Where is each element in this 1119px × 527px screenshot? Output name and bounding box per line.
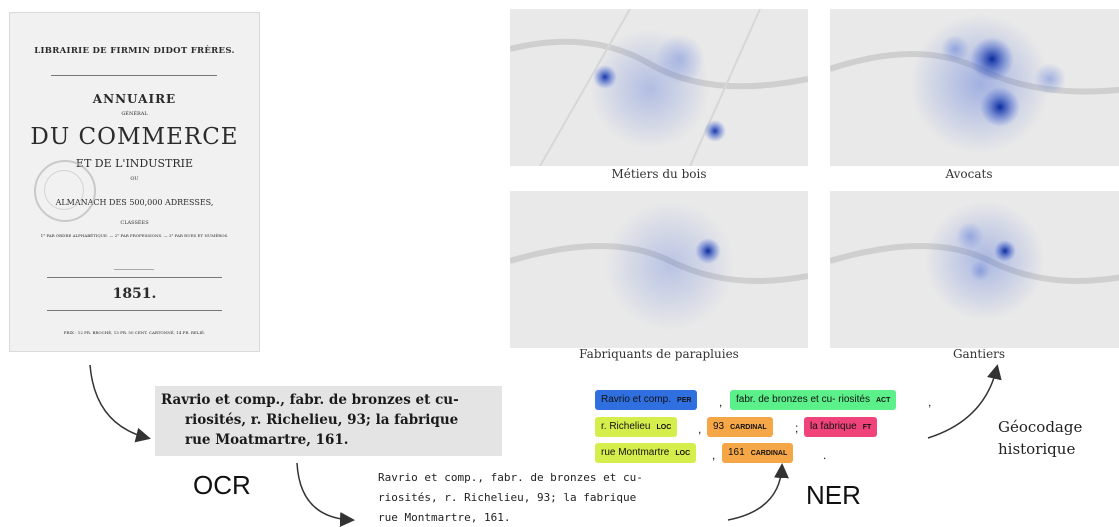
cover-order: 1° PAR ORDRE ALPHABÉTIQUE. — 2° PAR PROF… (40, 233, 229, 238)
ner-tag-ft: la fabrique FT (804, 417, 878, 437)
ner-tag-loc-text: r. Richelieu (601, 421, 651, 432)
heatmap-gantiers (830, 191, 1119, 348)
ner-separator: . (823, 448, 827, 462)
ocr-source-line-3: rue Moatmartre, 161. (185, 432, 349, 448)
ner-tag-loc-2-text: rue Montmartre (601, 447, 670, 458)
ner-tag-ft-text: la fabrique (810, 421, 857, 432)
ner-tag-cardinal-2-label: CARDINAL (750, 450, 788, 457)
arrow-ner-to-maps (927, 364, 1002, 439)
ner-separator: , (698, 422, 702, 436)
ner-tag-act-label: ACT (875, 397, 891, 404)
cover-rule (51, 75, 217, 76)
ner-tag-act-text: fabr. de bronzes et cu- riosités (736, 394, 870, 405)
heatmap-avocats (830, 9, 1119, 166)
ner-tag-act: fabr. de bronzes et cu- riosités ACT (730, 390, 897, 410)
cover-rule-2 (47, 277, 222, 278)
ocr-output-line-2: riosités, r. Richelieu, 93; la fabrique (378, 491, 637, 504)
ner-tag-per-label: PER (677, 397, 692, 404)
ocr-source-snippet: Ravrio et comp., fabr. de bronzes et cu-… (155, 386, 502, 456)
ner-tag-cardinal-text: 93 (713, 421, 725, 432)
label-ocr: OCR (193, 470, 251, 500)
ner-tag-cardinal-label: CARDINAL (730, 424, 767, 431)
ner-separator: , (719, 395, 723, 409)
ocr-source-line-1: Ravrio et comp., fabr. de bronzes et cu- (161, 392, 459, 408)
cover-ou: OU (130, 176, 139, 182)
ner-separator: , (928, 395, 932, 409)
ner-tag-per-text: Ravrio et comp. (601, 394, 672, 405)
cover-title-annuaire: ANNUAIRE (92, 92, 177, 106)
ner-tag-per: Ravrio et comp. PER (595, 390, 698, 410)
ner-tag-cardinal-2: 161 CARDINAL (722, 443, 794, 463)
cover-industrie: ET DE L'INDUSTRIE (75, 157, 194, 170)
heatmap-parapluies (510, 191, 808, 348)
cover-publisher: LIBRAIRIE DE FIRMIN DIDOT FRÈRES. (34, 46, 235, 56)
cover-rule-3 (47, 310, 222, 311)
cover-title-commerce: DU COMMERCE (30, 124, 239, 150)
label-historique: historique (998, 440, 1076, 458)
ner-separator: , (712, 448, 716, 462)
ocr-output-line-1: Ravrio et comp., fabr. de bronzes et cu- (378, 471, 643, 484)
ner-tag-cardinal: 93 CARDINAL (707, 417, 773, 437)
ocr-output-line-3: rue Montmartre, 161. (378, 511, 511, 524)
caption-gantiers: Gantiers (952, 347, 1006, 361)
heatmap-metiers-du-bois (510, 9, 808, 166)
arrow-cover-to-snippet (89, 364, 151, 443)
cover-classees: CLASSÉES (120, 220, 149, 226)
ner-tag-loc: r. Richelieu LOC (595, 417, 678, 437)
caption-parapluies: Fabriquants de parapluies (579, 347, 739, 361)
book-cover: LIBRAIRIE DE FIRMIN DIDOT FRÈRES. ANNUAI… (9, 12, 260, 352)
cover-small-rule (114, 269, 154, 270)
ocr-source-line-2: riosités, r. Richelieu, 93; la fabrique (185, 412, 459, 428)
heatmap-avocats-graphic (830, 14, 1119, 154)
heatmap-gantiers-graphic (830, 201, 1119, 321)
ner-tag-cardinal-2-text: 161 (728, 447, 745, 458)
label-geocodage: Géocodage (998, 418, 1083, 436)
cover-general: GÉNÉRAL (121, 111, 148, 117)
cover-year: 1851. (112, 286, 157, 302)
cover-price: PRIX : 12 FR. BROCHÉ, 13 FR. 50 CENT. CA… (63, 330, 206, 335)
ner-tag-loc-2-label: LOC (675, 450, 691, 457)
ner-tag-loc-label: LOC (656, 424, 672, 431)
caption-metiers-du-bois: Métiers du bois (611, 167, 707, 181)
ner-tag-loc-2: rue Montmartre LOC (595, 443, 697, 463)
ner-tag-ft-label: FT (862, 424, 872, 431)
cover-almanach: ALMANACH DES 500,000 ADRESSES, (55, 198, 214, 207)
caption-avocats: Avocats (945, 167, 993, 181)
heatmap-metiers-du-bois-graphic (510, 9, 808, 166)
heatmap-parapluies-graphic (510, 201, 808, 331)
ner-separator: ; (795, 421, 799, 435)
label-ner: NER (806, 480, 861, 510)
arrow-snippet-to-ocr-text (296, 462, 355, 527)
library-stamp (34, 160, 96, 222)
arrow-ocr-text-to-ner (727, 463, 789, 521)
